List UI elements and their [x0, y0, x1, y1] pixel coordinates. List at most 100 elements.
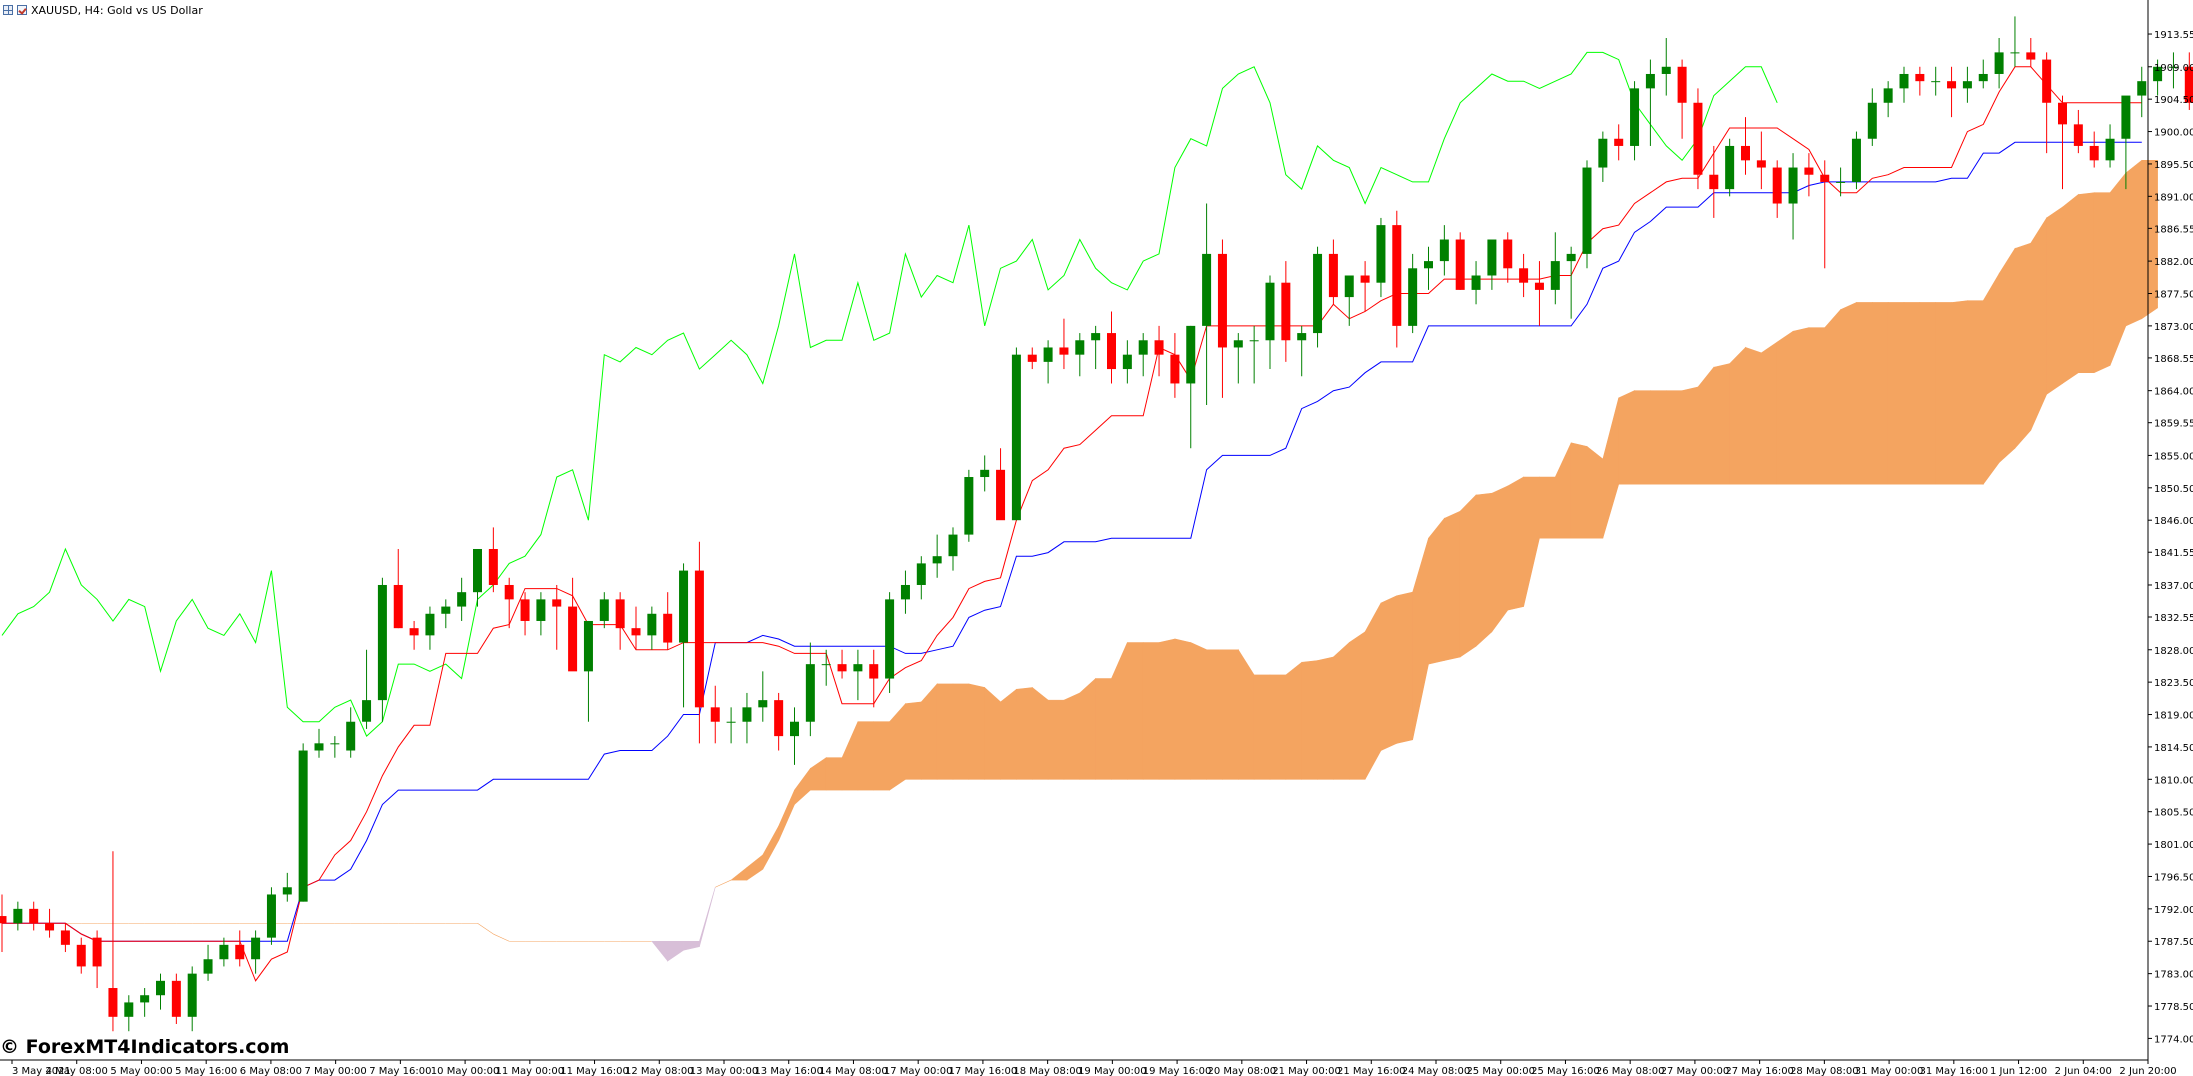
- candle[interactable]: [2153, 59, 2163, 96]
- candle[interactable]: [694, 541, 704, 744]
- auto-trading-check-icon[interactable]: [17, 5, 27, 15]
- candle[interactable]: [1265, 275, 1275, 370]
- candle[interactable]: [13, 901, 23, 931]
- candle[interactable]: [1614, 124, 1624, 161]
- candle[interactable]: [1154, 325, 1164, 377]
- candle[interactable]: [536, 592, 546, 636]
- candle[interactable]: [885, 592, 895, 693]
- candle[interactable]: [710, 685, 720, 744]
- candle[interactable]: [2137, 66, 2147, 118]
- candle[interactable]: [663, 592, 673, 650]
- candle[interactable]: [1344, 275, 1354, 326]
- candle[interactable]: [156, 973, 165, 1010]
- candle[interactable]: [2042, 52, 2052, 154]
- candle[interactable]: [2121, 95, 2131, 190]
- candle[interactable]: [869, 649, 879, 708]
- candle[interactable]: [1867, 88, 1877, 146]
- candle[interactable]: [1439, 225, 1449, 276]
- candle[interactable]: [1249, 325, 1259, 384]
- candle[interactable]: [742, 692, 752, 744]
- candle[interactable]: [1772, 160, 1782, 218]
- candle[interactable]: [0, 894, 7, 953]
- candle[interactable]: [996, 448, 1006, 521]
- candle[interactable]: [393, 548, 403, 629]
- candle[interactable]: [1788, 153, 1798, 240]
- candle[interactable]: [457, 577, 467, 621]
- candle[interactable]: [1138, 333, 1148, 377]
- candle[interactable]: [1566, 246, 1576, 319]
- candle[interactable]: [900, 570, 910, 614]
- candle[interactable]: [726, 707, 736, 744]
- candle[interactable]: [1027, 347, 1037, 370]
- candle[interactable]: [1661, 37, 1671, 96]
- candle[interactable]: [599, 592, 609, 629]
- candle[interactable]: [1962, 66, 1972, 103]
- candle[interactable]: [1725, 138, 1735, 197]
- candle[interactable]: [362, 649, 372, 729]
- candle[interactable]: [1836, 167, 1846, 197]
- candle[interactable]: [932, 534, 942, 578]
- candle[interactable]: [1915, 66, 1925, 96]
- candle[interactable]: [251, 930, 261, 974]
- candle[interactable]: [1328, 239, 1338, 305]
- candle[interactable]: [488, 527, 498, 593]
- candle[interactable]: [2105, 124, 2115, 168]
- candle[interactable]: [409, 620, 419, 650]
- candle[interactable]: [314, 728, 324, 758]
- candle[interactable]: [1899, 66, 1909, 103]
- candle[interactable]: [346, 707, 356, 758]
- candle[interactable]: [1011, 347, 1021, 521]
- candle[interactable]: [1709, 145, 1719, 218]
- candle[interactable]: [1550, 232, 1560, 305]
- candle[interactable]: [1693, 88, 1703, 190]
- candle[interactable]: [140, 988, 150, 1017]
- candle[interactable]: [473, 548, 482, 607]
- candle[interactable]: [1471, 261, 1481, 305]
- candle[interactable]: [1487, 239, 1497, 290]
- candle[interactable]: [1408, 253, 1418, 334]
- candle[interactable]: [1107, 311, 1116, 384]
- candle[interactable]: [330, 736, 340, 758]
- candle[interactable]: [948, 527, 958, 571]
- candle[interactable]: [821, 649, 831, 686]
- candle[interactable]: [1217, 239, 1227, 398]
- candle[interactable]: [124, 995, 134, 1032]
- candle[interactable]: [1059, 318, 1069, 370]
- candle[interactable]: [60, 923, 70, 953]
- candle[interactable]: [1994, 37, 2004, 89]
- candle[interactable]: [1677, 59, 1687, 139]
- candle[interactable]: [1297, 325, 1307, 377]
- candle[interactable]: [1582, 160, 1592, 269]
- candle[interactable]: [1233, 333, 1243, 384]
- candle[interactable]: [1043, 340, 1053, 384]
- candle[interactable]: [1455, 232, 1465, 290]
- candle[interactable]: [425, 606, 435, 650]
- candle[interactable]: [980, 455, 990, 492]
- candle[interactable]: [203, 944, 213, 981]
- candle[interactable]: [1741, 117, 1750, 175]
- candle[interactable]: [2058, 95, 2067, 190]
- candle[interactable]: [1170, 333, 1180, 398]
- candle[interactable]: [1503, 232, 1513, 283]
- candle[interactable]: [1851, 131, 1861, 190]
- candle[interactable]: [45, 908, 55, 938]
- candle[interactable]: [1424, 246, 1433, 290]
- candle[interactable]: [1519, 253, 1529, 298]
- candle[interactable]: [76, 937, 86, 974]
- candle[interactable]: [1376, 217, 1386, 298]
- candle[interactable]: [1883, 81, 1893, 118]
- candle[interactable]: [1804, 153, 1814, 197]
- candle[interactable]: [837, 649, 847, 679]
- candle[interactable]: [2168, 52, 2178, 89]
- candle[interactable]: [568, 577, 578, 672]
- candle[interactable]: [235, 930, 245, 967]
- candle[interactable]: [1756, 131, 1766, 190]
- candle[interactable]: [29, 901, 39, 931]
- candle[interactable]: [552, 584, 562, 650]
- candle[interactable]: [805, 642, 815, 737]
- candle[interactable]: [520, 592, 530, 636]
- candle[interactable]: [504, 577, 514, 629]
- candle[interactable]: [2089, 131, 2099, 168]
